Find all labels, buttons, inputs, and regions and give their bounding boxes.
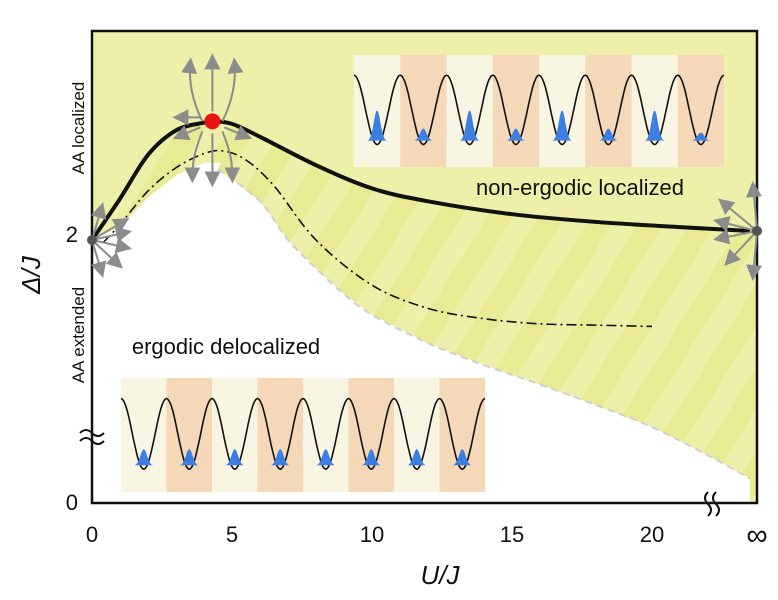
x-tick-label: ∞	[746, 519, 767, 552]
flow-arrow-right-fp	[717, 198, 758, 232]
y-axis-break	[79, 429, 105, 445]
wave-packet	[413, 128, 434, 141]
inset-site-shading	[257, 378, 303, 492]
inset-localized-wavefunctions	[353, 55, 725, 167]
wave-packet	[361, 449, 382, 466]
rg-flow-arrows	[90, 53, 763, 281]
flow-arrow-up-right	[221, 57, 244, 122]
flow-arrow-left-fp	[91, 217, 130, 241]
wave-packet	[552, 110, 573, 141]
x-axis-break	[704, 491, 720, 517]
flow-arrow-right-fp	[746, 180, 763, 232]
flow-arrow-up-left	[181, 57, 204, 122]
inset-site-shading	[677, 55, 724, 167]
wave-packet	[367, 110, 388, 141]
wave-packet	[133, 449, 154, 466]
flow-arrow-down-right	[221, 130, 241, 184]
inset-site-shading	[166, 378, 212, 492]
flow-arrow-right-fp	[713, 216, 758, 232]
flow-arrow-left-fp	[91, 237, 132, 254]
flow-arrow-right-fp	[746, 230, 763, 281]
flow-arrow-left	[172, 125, 201, 141]
wave-packet	[406, 449, 427, 466]
inset-site-shading	[492, 55, 539, 167]
wave-packet	[505, 128, 526, 141]
flow-arrow-right	[224, 125, 253, 141]
series-dashed-boundary	[217, 168, 751, 480]
flow-arrow-left-fp	[90, 239, 107, 278]
critical-point	[204, 113, 221, 130]
x-tick-label: 5	[226, 522, 238, 547]
series-dashdot-crossover	[102, 149, 653, 328]
lattice-potential	[353, 74, 725, 146]
wave-packet	[224, 449, 245, 466]
x-tick-label: 0	[86, 522, 98, 547]
y-tick-label: 2	[66, 222, 78, 247]
wave-packet	[452, 449, 473, 466]
x-tick-label: 10	[360, 522, 384, 547]
x-axis-title: U/J	[421, 560, 461, 590]
inset-delocalized-wavefunctions	[120, 378, 486, 492]
region-label-delocalized: ergodic delocalized	[132, 334, 320, 359]
series-phase-boundary	[92, 119, 751, 242]
inset-site-shading	[400, 55, 447, 167]
wave-packet	[644, 110, 665, 141]
y-axis-title: Δ/J	[16, 255, 46, 295]
wave-packet	[270, 449, 291, 466]
lattice-potential	[120, 397, 486, 471]
x-tick-label: 20	[640, 522, 664, 547]
wave-packet	[315, 449, 336, 466]
y-tick-label: 0	[66, 490, 78, 515]
wave-packet	[179, 449, 200, 466]
wave-packet	[459, 110, 480, 141]
x-tick-label: 15	[500, 522, 524, 547]
flow-arrow-left-fp	[90, 202, 107, 241]
flow-arrow-down-left	[184, 130, 204, 184]
left-fixed-point	[87, 235, 97, 245]
side-label-aa-localized: AA localized	[69, 82, 88, 175]
inset-site-shading	[439, 378, 485, 492]
wave-packet	[598, 128, 619, 141]
flow-arrow-left-fp	[91, 239, 123, 269]
side-label-aa-extended: AA extended	[69, 287, 88, 383]
right-fixed-point	[752, 225, 762, 236]
flow-arrow-right-fp	[713, 228, 758, 245]
flow-arrow-right-fp	[724, 230, 758, 266]
wave-packet	[690, 132, 711, 141]
region-label-localized: non-ergodic localized	[476, 175, 684, 200]
inset-site-shading	[348, 378, 394, 492]
flow-arrow-left-fp	[91, 226, 132, 243]
inset-site-shading	[585, 55, 632, 167]
